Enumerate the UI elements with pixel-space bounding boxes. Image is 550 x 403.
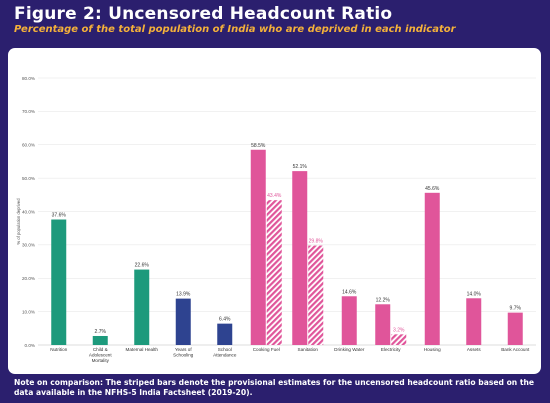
- bar-years-of-schooling: [175, 298, 191, 345]
- category-label: Bank Account: [501, 347, 530, 352]
- bar-assets: [466, 298, 482, 345]
- category-label: Attendance: [213, 353, 237, 358]
- y-tick-label: 20.0%: [22, 276, 35, 281]
- y-tick-label: 50.0%: [22, 176, 35, 181]
- bar-electricity: [375, 304, 391, 345]
- bar-sanitation: [292, 171, 308, 345]
- striped-bar-cooking-fuel: [266, 200, 282, 345]
- striped-bar-electricity: [391, 334, 407, 345]
- bar-drinking-water: [341, 296, 357, 345]
- bar-child-adolescent-mortality: [92, 335, 108, 345]
- figure-title: Figure 2: Uncensored Headcount Ratio: [14, 4, 393, 24]
- bar-value-label: 37.6%: [52, 213, 67, 219]
- category-label: Sanitation: [298, 347, 319, 352]
- bar-value-label: 9.7%: [510, 306, 522, 312]
- chart-panel: 0.0% 10.0% 20.0% 30.0% 40.0% 50.0% 60.0% 70.0% 8…: [8, 48, 541, 374]
- category-label: School: [218, 347, 232, 352]
- figure-subtitle: Percentage of the total population of In…: [14, 24, 456, 35]
- bar-maternal-health: [134, 269, 150, 345]
- bar-housing: [424, 192, 440, 345]
- category-label: Adolescent: [89, 353, 112, 358]
- bar-value-label: 14.0%: [467, 291, 482, 297]
- category-label: Housing: [424, 347, 441, 352]
- bar-value-label: 12.2%: [376, 297, 391, 303]
- striped-bar-value-label: 3.2%: [393, 327, 405, 333]
- striped-bar-sanitation: [308, 245, 324, 345]
- y-tick-label: 40.0%: [22, 209, 35, 214]
- y-tick-label: 80.0%: [22, 76, 35, 81]
- striped-bar-value-label: 43.4%: [267, 193, 282, 199]
- y-tick-label: 30.0%: [22, 243, 35, 248]
- category-label: Schooling: [173, 353, 194, 358]
- comparison-note: Note on comparison: The striped bars den…: [14, 378, 535, 397]
- category-label: Electricity: [381, 347, 401, 352]
- bar-bank-account: [507, 312, 523, 345]
- bar-value-label: 22.6%: [135, 263, 150, 269]
- category-label: Child &: [93, 347, 108, 352]
- y-tick-label: 70.0%: [22, 109, 35, 114]
- bar-nutrition: [51, 219, 67, 345]
- bar-value-label: 14.6%: [342, 289, 357, 295]
- category-label: Cooking Fuel: [253, 347, 280, 352]
- category-label: Mortality: [92, 358, 110, 363]
- category-label: Maternal Health: [126, 347, 159, 352]
- category-label: Years of: [175, 347, 192, 352]
- y-tick-label: 0.0%: [25, 343, 35, 348]
- striped-bar-value-label: 29.8%: [309, 239, 324, 245]
- y-tick-label: 10.0%: [22, 309, 35, 314]
- bar-school-attendance: [217, 323, 233, 345]
- bar-cooking-fuel: [250, 149, 266, 345]
- y-axis-label: % of population deprived: [16, 198, 21, 245]
- y-tick-label: 60.0%: [22, 143, 35, 148]
- bar-value-label: 58.5%: [251, 143, 266, 149]
- bar-value-label: 45.6%: [425, 186, 440, 192]
- headcount-ratio-chart: 0.0% 10.0% 20.0% 30.0% 40.0% 50.0% 60.0% 70.0% 8…: [16, 76, 536, 363]
- bar-value-label: 2.7%: [95, 329, 107, 335]
- bar-value-label: 13.9%: [176, 292, 191, 298]
- bar-value-label: 52.1%: [293, 164, 308, 170]
- bar-value-label: 6.4%: [219, 317, 231, 323]
- category-label: Drinking Water: [334, 347, 365, 352]
- category-label: Assets: [467, 347, 481, 352]
- category-label: Nutrition: [50, 347, 68, 352]
